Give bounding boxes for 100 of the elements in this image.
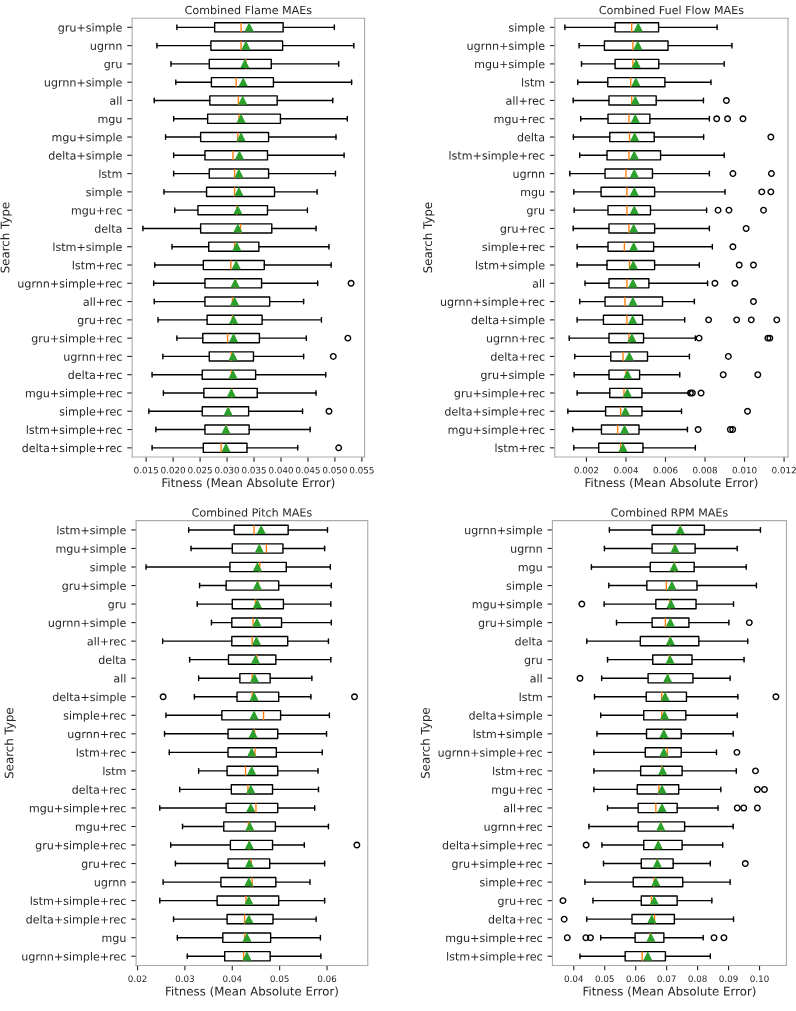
y-axis-title: Search Type: [420, 708, 433, 779]
y-tick-label: lstm+simple: [476, 260, 545, 272]
y-tick-label: delta: [517, 132, 545, 142]
y-tick-label: all+rec: [503, 803, 543, 813]
y-tick-label: mgu+simple+rec: [29, 803, 126, 815]
x-tick-label: 0.008: [693, 466, 717, 474]
y-tick-label: gru+rec: [81, 860, 126, 871]
y-tick-label: ugrnn: [90, 43, 122, 53]
y-tick-label: simple+rec: [63, 711, 126, 722]
chart-title: Combined Pitch MAEs: [192, 508, 312, 517]
x-tick-label: 0.020: [161, 466, 186, 474]
y-tick-label: mgu+rec: [71, 207, 122, 217]
y-tick-label: ugrnn: [94, 880, 126, 889]
y-tick-label: ugrnn+simple+rec: [22, 952, 126, 963]
x-tick-label: 0.006: [653, 466, 678, 474]
y-tick-label: gru+simple+rec: [31, 333, 122, 345]
y-tick-label: ugrnn: [511, 546, 542, 555]
y-tick-label: mgu+simple: [52, 132, 122, 144]
y-tick-label: ugrnn+rec: [68, 731, 126, 741]
y-tick-label: lstm: [103, 766, 126, 776]
y-tick-label: simple: [509, 23, 545, 34]
x-tick-label: 0.02: [128, 975, 147, 982]
y-tick-label: gru+simple+rec: [452, 859, 543, 871]
y-tick-label: simple+rec: [482, 242, 545, 254]
x-tick-label: 0.010: [732, 466, 757, 474]
y-tick-label: ugrnn+simple+rec: [440, 297, 545, 309]
y-tick-label: lstm: [522, 77, 545, 87]
x-tick-label: 0.015: [134, 466, 158, 474]
y-tick-label: simple: [506, 581, 543, 593]
x-tick-label: 0.03: [175, 975, 194, 982]
x-tick-label: 0.06: [317, 975, 337, 982]
y-tick-label: gru+simple: [62, 581, 126, 593]
y-tick-label: delta+simple+rec: [442, 840, 543, 852]
y-tick-label: delta+rec: [488, 914, 543, 924]
x-axis-title: Fitness (Mean Absolute Error): [166, 986, 338, 997]
y-tick-label: delta+simple: [471, 315, 545, 327]
y-tick-label: mgu+simple+rec: [446, 933, 543, 945]
x-tick-label: 0.050: [322, 466, 347, 474]
y-tick-label: all: [532, 279, 545, 288]
x-tick-label: 0.040: [269, 466, 293, 474]
y-tick-label: gru+rec: [77, 317, 122, 327]
y-tick-label: mgu: [98, 116, 122, 126]
y-tick-label: lstm: [519, 692, 542, 702]
y-tick-label: delta: [98, 655, 126, 665]
y-tick-label: simple+rec: [480, 877, 543, 889]
y-tick-label: mgu: [521, 189, 545, 199]
y-tick-label: lstm+simple+rec: [30, 896, 126, 908]
y-tick-label: delta+rec: [72, 785, 126, 794]
y-tick-label: lstm+rec: [76, 748, 126, 757]
x-tick-label: 0.05: [595, 975, 614, 982]
y-tick-label: gru: [524, 657, 542, 667]
chart-title: Combined Fuel Flow MAEs: [599, 5, 744, 15]
y-tick-label: mgu: [518, 565, 542, 574]
x-tick-label: 0.030: [215, 466, 239, 474]
x-tick-label: 0.08: [688, 975, 707, 982]
x-tick-label: 0.04: [223, 975, 242, 982]
x-tick-label: 0.055: [349, 466, 374, 474]
y-tick-label: ugrnn+simple+rec: [438, 748, 543, 759]
y-tick-label: gru: [104, 61, 122, 71]
x-tick-label: 0.04: [564, 975, 584, 982]
y-tick-label: gru+rec: [500, 225, 545, 235]
y-tick-label: delta+simple: [469, 711, 543, 722]
y-tick-label: delta+rec: [490, 352, 545, 361]
y-tick-label: mgu+rec: [492, 786, 543, 796]
y-tick-label: lstm+simple: [57, 525, 126, 537]
x-tick-label: 0.05: [270, 975, 289, 982]
y-axis-title: Search Type: [0, 202, 12, 273]
y-tick-label: delta: [515, 636, 542, 646]
y-tick-label: ugrnn+rec: [484, 823, 543, 834]
y-tick-label: gru+simple+rec: [35, 840, 126, 852]
y-tick-label: ugrnn: [513, 171, 545, 181]
y-tick-label: gru+rec: [498, 897, 543, 908]
y-tick-label: lstm+rec: [493, 766, 543, 776]
x-tick-label: 0.012: [772, 466, 796, 474]
chart-title: Combined RPM MAEs: [611, 508, 728, 517]
y-tick-label: gru+simple: [478, 618, 543, 630]
x-tick-label: 0.06: [626, 975, 645, 982]
x-tick-label: 0.045: [296, 466, 320, 474]
y-tick-label: mgu+rec: [75, 823, 126, 834]
y-tick-label: gru+simple+rec: [454, 388, 545, 400]
y-tick-label: lstm+simple+rec: [449, 151, 545, 162]
y-tick-label: mgu+simple: [475, 59, 545, 71]
x-tick-label: 0.10: [750, 975, 769, 982]
y-tick-label: simple+rec: [59, 407, 122, 418]
y-tick-label: all: [530, 673, 542, 683]
y-tick-label: mgu+simple+rec: [25, 388, 122, 400]
y-tick-label: ugrnn+simple: [467, 41, 545, 53]
y-tick-label: lstm+simple: [473, 729, 543, 741]
x-tick-label: 0.025: [188, 466, 212, 474]
x-tick-label: 0.002: [574, 466, 599, 474]
y-tick-label: mgu+simple: [56, 544, 126, 555]
y-tick-label: lstm+simple+rec: [26, 425, 122, 437]
x-axis-title: Fitness (Mean Absolute Error): [162, 477, 335, 489]
y-tick-label: simple: [90, 562, 126, 574]
x-tick-label: 0.07: [657, 975, 676, 982]
y-tick-label: mgu+rec: [494, 116, 545, 126]
y-tick-label: ugrnn+rec: [64, 353, 122, 363]
y-tick-label: all: [114, 673, 126, 683]
y-tick-label: ugrnn+simple: [44, 77, 122, 89]
y-tick-label: delta+simple+rec: [445, 407, 545, 418]
